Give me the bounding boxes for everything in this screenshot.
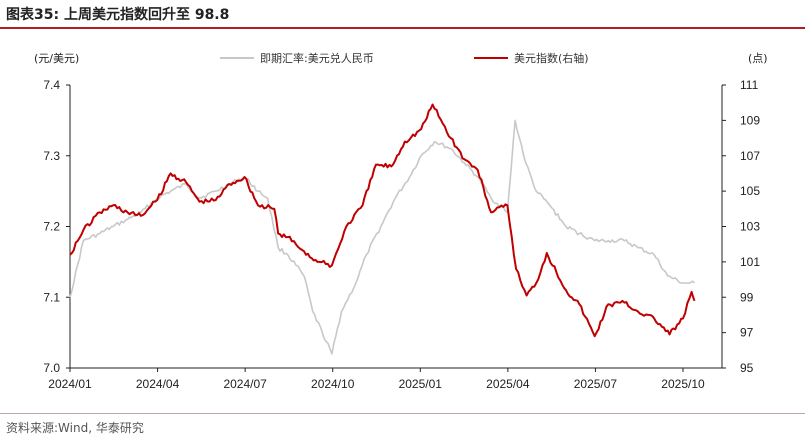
right-tick-label: 103 bbox=[740, 220, 760, 234]
legend-label-usdcny: 即期汇率:美元兑人民币 bbox=[260, 51, 374, 65]
x-tick-label: 2024/10 bbox=[311, 377, 355, 391]
right-tick-label: 95 bbox=[740, 361, 754, 375]
chart-area: 即期汇率:美元兑人民币 美元指数(右轴) (元/美元) (点) 7.0 7.1 7.… bbox=[34, 51, 768, 391]
series-line-dxy bbox=[69, 103, 696, 338]
x-tick-label: 2024/04 bbox=[136, 377, 180, 391]
x-tick-label: 2025/01 bbox=[399, 377, 443, 391]
x-tick-label: 2025/04 bbox=[486, 377, 530, 391]
left-tick-label: 7.2 bbox=[43, 220, 60, 234]
right-tick-label: 101 bbox=[740, 255, 760, 269]
x-tick-label: 2024/01 bbox=[48, 377, 92, 391]
left-tick-label: 7.0 bbox=[43, 361, 60, 375]
left-tick-label: 7.3 bbox=[43, 149, 60, 163]
left-tick-label: 7.1 bbox=[43, 290, 60, 304]
x-tick-label: 2025/10 bbox=[661, 377, 705, 391]
right-tick-label: 107 bbox=[740, 149, 760, 163]
left-axis-unit: (元/美元) bbox=[34, 52, 79, 65]
footer-divider bbox=[0, 413, 805, 414]
right-tick-label: 111 bbox=[740, 78, 759, 92]
title-divider bbox=[0, 27, 805, 29]
x-tick-label: 2024/07 bbox=[223, 377, 267, 391]
left-tick-label: 7.4 bbox=[43, 78, 60, 92]
chart-title: 图表35: 上周美元指数回升至 98.8 bbox=[6, 7, 230, 23]
right-tick-label: 109 bbox=[740, 113, 760, 127]
legend-label-dxy: 美元指数(右轴) bbox=[514, 51, 589, 65]
right-tick-label: 97 bbox=[740, 326, 754, 340]
right-tick-label: 105 bbox=[740, 184, 760, 198]
right-axis-unit: (点) bbox=[748, 52, 768, 65]
source-note: 资料来源:Wind, 华泰研究 bbox=[6, 421, 144, 435]
series-line-usdcny bbox=[69, 119, 696, 355]
right-tick-label: 99 bbox=[740, 290, 754, 304]
x-tick-label: 2025/07 bbox=[574, 377, 618, 391]
